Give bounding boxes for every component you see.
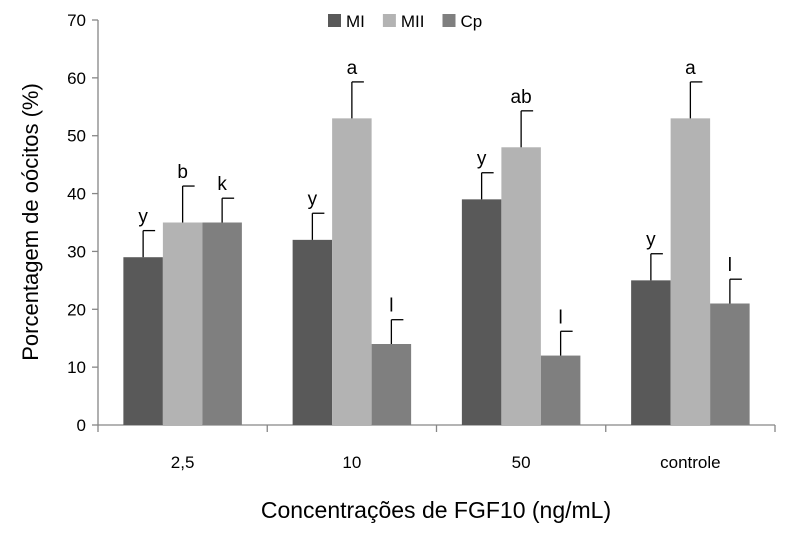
y-tick-label: 50 [67,127,86,146]
bar-mii-0 [162,222,203,425]
legend-label-mii: MII [401,12,425,31]
bar-mi-3 [631,280,671,425]
bars: y b k y a l y ab l y a l [123,58,750,426]
y-tick-label: 0 [77,416,86,435]
y-tick-label: 10 [67,358,86,377]
significance-label: l [728,255,732,276]
bar-mii-2 [501,147,541,426]
significance-label: a [685,58,696,79]
significance-label: a [347,58,358,79]
significance-label: l [559,307,563,328]
legend-swatch-mii [382,14,396,27]
bar-mii-3 [670,118,711,425]
bar-cp-0 [202,222,242,425]
legend-label-mi: MI [346,12,365,31]
x-ticks: 2,5 10 50 controle [97,425,776,472]
x-tick-label: 10 [342,453,361,472]
significance-label: l [389,296,393,317]
legend-swatch-cp [442,14,456,27]
y-tick-label: 30 [67,242,86,261]
significance-label: ab [511,87,532,108]
significance-label: b [177,162,188,183]
significance-label: y [477,149,487,170]
bar-cp-1 [371,344,412,425]
y-tick-label: 40 [67,185,86,204]
x-tick-label: 2,5 [171,453,195,472]
bar-cp-2 [540,355,581,425]
significance-label: y [646,230,656,251]
bar-cp-3 [710,303,750,425]
x-tick-label: controle [660,453,720,472]
y-ticks: 0 10 20 30 40 50 60 70 [67,11,98,435]
y-tick-label: 70 [67,11,86,30]
legend: MI MII Cp [328,12,482,31]
bar-mi-1 [292,239,333,425]
significance-label: y [308,189,318,210]
legend-label-cp: Cp [461,12,483,31]
bar-mi-2 [461,199,502,425]
y-tick-label: 60 [67,69,86,88]
y-axis-title: Porcentagem de oócitos (%) [18,83,43,361]
x-axis-title: Concentrações de FGF10 (ng/mL) [261,497,611,523]
x-tick-label: 50 [512,453,531,472]
bar-mii-1 [332,118,372,425]
significance-label: y [138,207,148,228]
legend-swatch-mi [328,14,341,27]
bar-mi-0 [123,257,163,425]
y-tick-label: 20 [67,300,86,319]
significance-label: k [217,174,227,195]
